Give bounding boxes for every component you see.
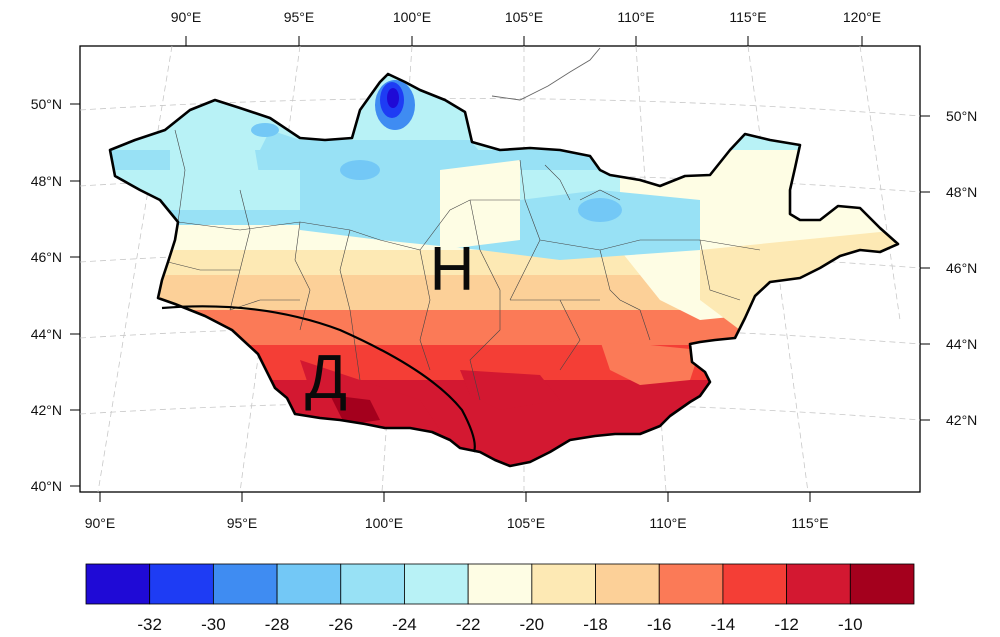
colorbar: -32 -30 -28 -26 -24 -22 -20 -18 -16 -14 -12 -10	[85, 563, 915, 634]
colorbar-label: -26	[328, 615, 353, 634]
right-lat-tick-label: 50°N	[946, 108, 977, 124]
bottom-longitude-ticks: 90°E 95°E 100°E 105°E 110°E 115°E	[85, 492, 829, 531]
province-borders	[167, 129, 761, 401]
colorbar-swatch	[149, 563, 214, 605]
right-lat-tick-label: 46°N	[946, 260, 977, 276]
top-lon-tick-label: 110°E	[617, 9, 654, 25]
colorbar-swatch	[276, 563, 342, 605]
colorbar-label: -24	[392, 615, 417, 634]
colorbar-label: -20	[520, 615, 545, 634]
left-lat-tick-label: 42°N	[31, 402, 62, 418]
right-lat-tick-label: 44°N	[946, 336, 977, 352]
right-lat-tick-label: 48°N	[946, 184, 977, 200]
mongolia-outline	[108, 72, 900, 468]
top-lon-tick-label: 115°E	[729, 9, 766, 25]
colorbar-swatch	[467, 563, 533, 605]
zone-label-south: Д	[305, 343, 347, 412]
colorbar-label: -30	[201, 615, 226, 634]
colorbar-label: -22	[456, 615, 481, 634]
colorbar-swatch	[849, 563, 915, 605]
bottom-lon-tick-label: 115°E	[791, 515, 828, 531]
neighbor-border	[491, 47, 601, 101]
colorbar-swatch	[340, 563, 405, 605]
colorbar-swatch	[531, 563, 596, 605]
right-latitude-ticks: 50°N 48°N 46°N 44°N 42°N	[920, 108, 977, 428]
right-lat-tick-label: 42°N	[946, 412, 977, 428]
bottom-lon-tick-label: 100°E	[365, 515, 403, 531]
colorbar-label: -18	[583, 615, 608, 634]
colorbar-swatch	[786, 563, 851, 605]
colorbar-swatch	[595, 563, 660, 605]
colorbar-label: -12	[774, 615, 799, 634]
colorbar-label: -28	[265, 615, 290, 634]
colorbar-swatch	[212, 563, 278, 605]
colorbar-label: -32	[137, 615, 162, 634]
bottom-lon-tick-label: 90°E	[85, 515, 116, 531]
bottom-lon-tick-label: 95°E	[227, 515, 258, 531]
top-lon-tick-label: 100°E	[393, 9, 431, 25]
top-lon-tick-label: 90°E	[171, 9, 202, 25]
left-lat-tick-label: 44°N	[31, 326, 62, 342]
top-lon-tick-label: 105°E	[505, 9, 543, 25]
colorbar-swatch	[722, 563, 788, 605]
left-lat-tick-label: 46°N	[31, 249, 62, 265]
left-lat-tick-label: 48°N	[31, 173, 62, 189]
colorbar-swatch	[85, 563, 151, 605]
top-lon-tick-label: 120°E	[843, 9, 881, 25]
bottom-lon-tick-label: 105°E	[507, 515, 545, 531]
colorbar-label: -14	[711, 615, 736, 634]
bottom-lon-tick-label: 110°E	[649, 515, 686, 531]
colorbar-label: -16	[647, 615, 672, 634]
zone-division-line	[161, 305, 476, 453]
colorbar-swatch	[658, 563, 724, 605]
left-lat-tick-label: 40°N	[31, 478, 62, 494]
colorbar-label: -10	[838, 615, 863, 634]
left-lat-tick-label: 50°N	[31, 96, 62, 112]
top-lon-tick-label: 95°E	[284, 9, 315, 25]
colorbar-swatch	[404, 563, 469, 605]
zone-label-north: Н	[430, 235, 475, 304]
left-latitude-ticks: 50°N 48°N 46°N 44°N 42°N 40°N	[31, 96, 80, 494]
top-longitude-ticks: 90°E 95°E 100°E 105°E 110°E 115°E 120°E	[171, 9, 881, 46]
